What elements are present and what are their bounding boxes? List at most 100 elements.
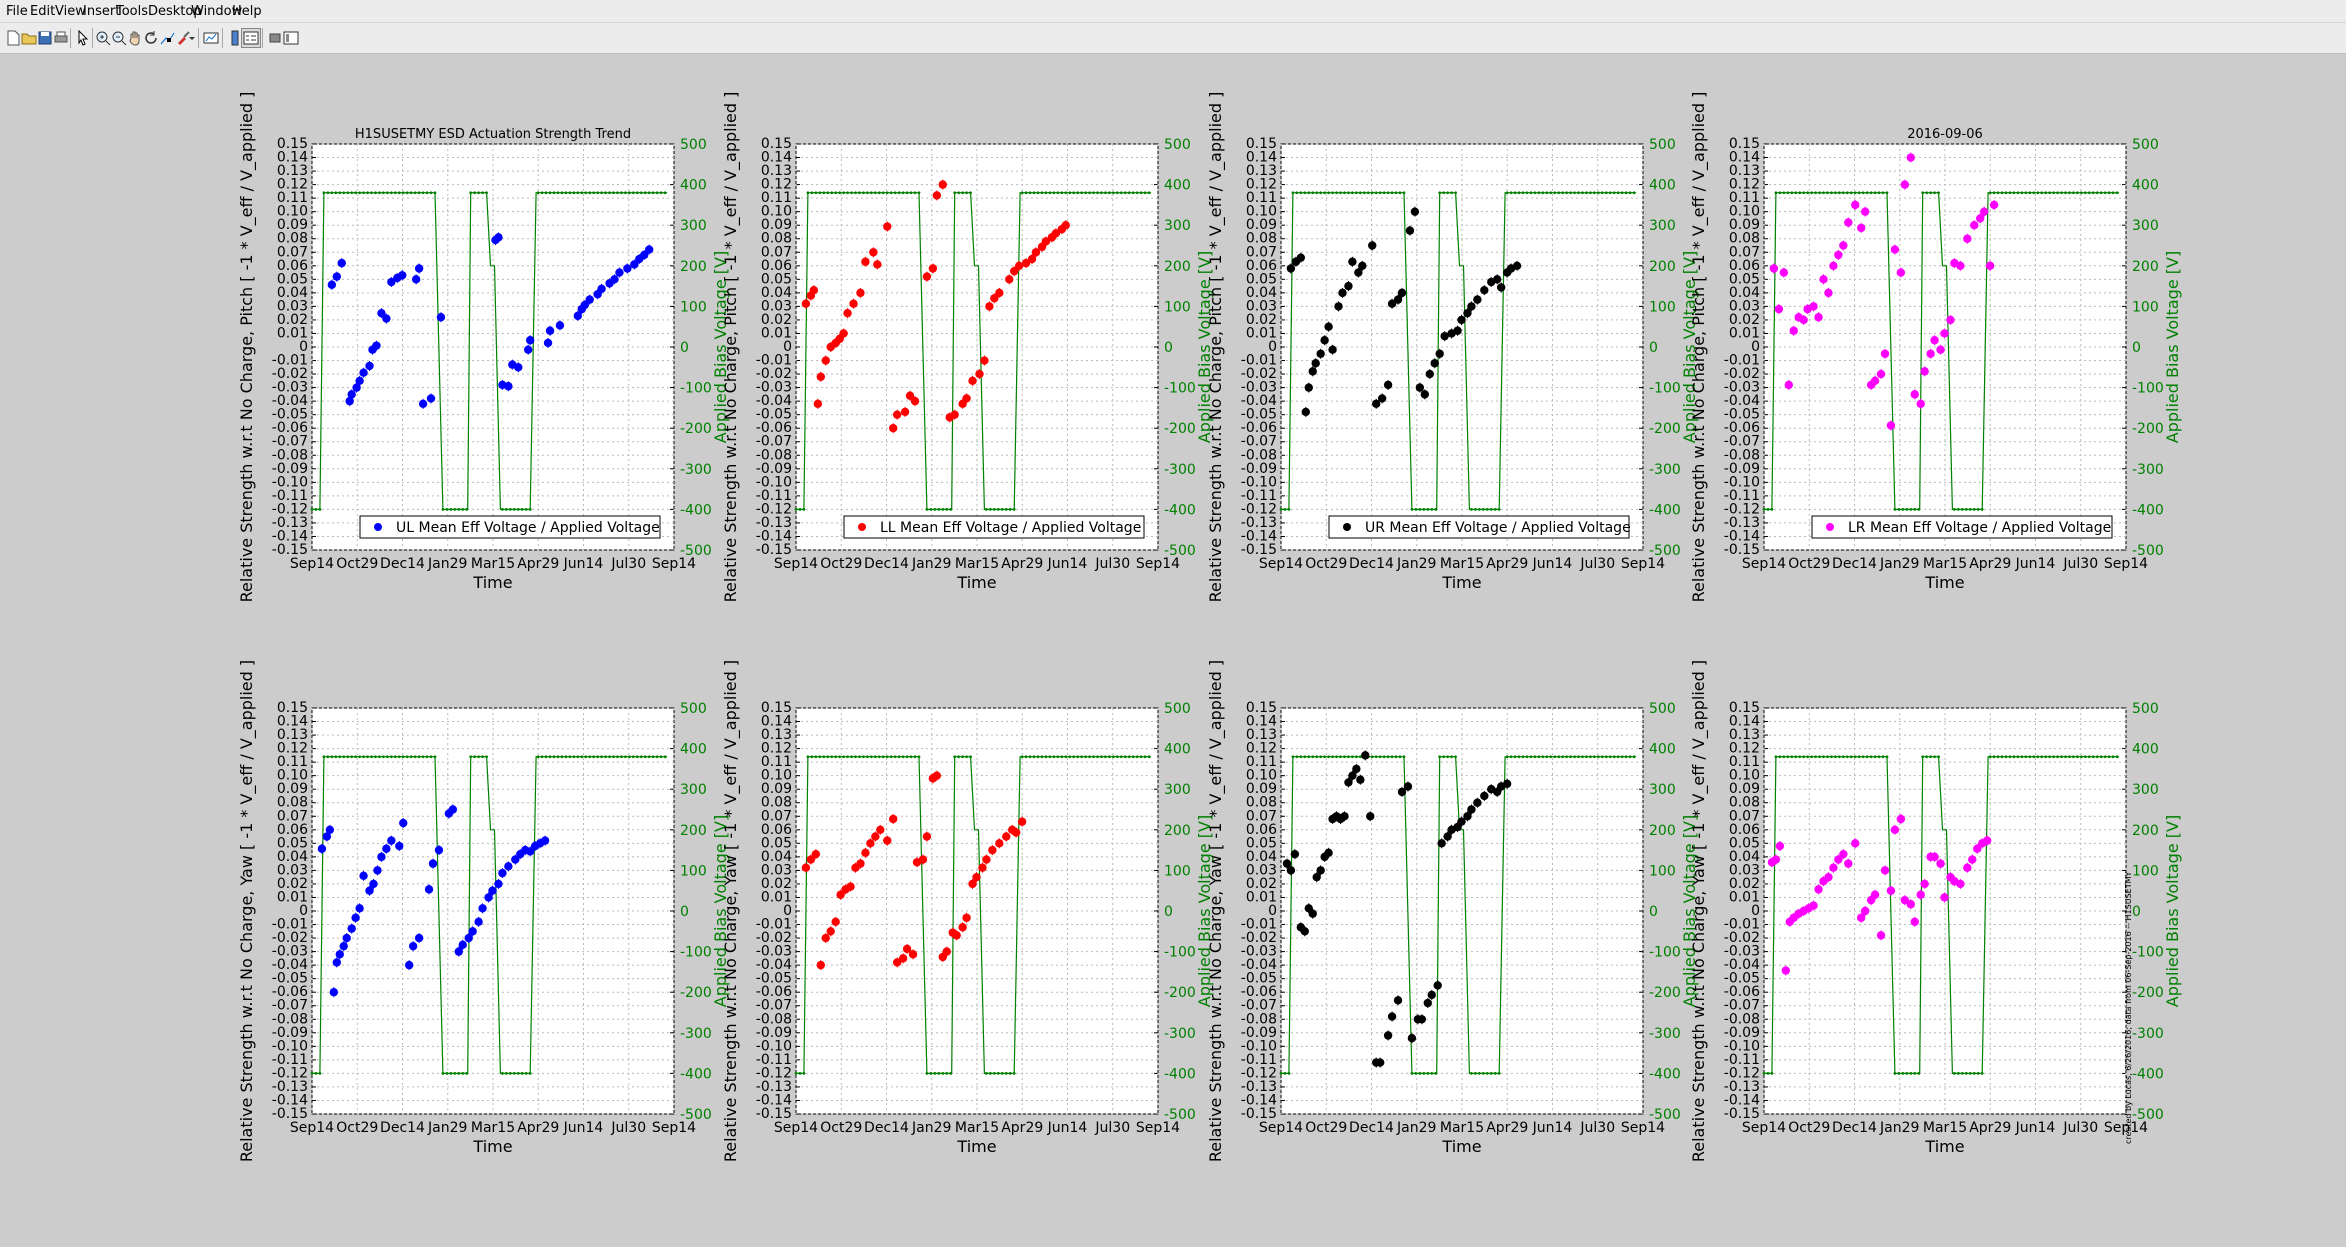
bias-voltage-point bbox=[354, 755, 358, 759]
bias-voltage-point bbox=[1814, 755, 1817, 759]
data-point bbox=[908, 950, 918, 959]
menu-help[interactable]: Help bbox=[232, 4, 262, 19]
y2-tick-label: 200 bbox=[1649, 259, 1676, 275]
data-point bbox=[1956, 879, 1965, 889]
bias-voltage-point bbox=[2076, 191, 2079, 195]
show-plot-tools-icon[interactable] bbox=[282, 29, 300, 47]
brush-dropdown-icon[interactable] bbox=[188, 29, 206, 47]
y-tick-label: 0.12 bbox=[1729, 177, 1760, 193]
bias-voltage-point bbox=[1104, 755, 1107, 759]
bias-voltage-point bbox=[382, 191, 385, 195]
data-point bbox=[995, 288, 1004, 298]
bias-voltage-point bbox=[1139, 191, 1143, 195]
bias-voltage-point bbox=[2115, 191, 2119, 195]
bias-voltage-point bbox=[1549, 191, 1553, 195]
menu-view[interactable]: View bbox=[55, 4, 86, 19]
data-point bbox=[426, 394, 436, 403]
bias-voltage-point bbox=[2091, 191, 2095, 195]
bias-voltage-point bbox=[1084, 755, 1087, 759]
data-point bbox=[806, 855, 816, 864]
colorbar-icon[interactable] bbox=[226, 29, 244, 47]
brush-icon[interactable] bbox=[174, 29, 192, 47]
data-point bbox=[414, 264, 424, 273]
bias-voltage-point bbox=[798, 508, 802, 511]
y-tick-label: -0.10 bbox=[1724, 474, 1760, 490]
bias-voltage-point bbox=[409, 191, 413, 195]
y-tick-label: 0.12 bbox=[277, 741, 308, 757]
bias-voltage-point bbox=[1497, 508, 1501, 511]
bias-voltage-point bbox=[1616, 755, 1620, 759]
data-point bbox=[1789, 326, 1798, 335]
rotate-icon[interactable] bbox=[142, 29, 160, 47]
pan-hand-icon[interactable] bbox=[126, 29, 144, 47]
bias-voltage-point bbox=[1774, 191, 1778, 195]
y-tick-label: -0.13 bbox=[1241, 515, 1277, 531]
bias-voltage-point bbox=[334, 755, 338, 759]
data-point bbox=[1906, 153, 1915, 162]
data-point bbox=[995, 839, 1004, 848]
new-file-icon[interactable] bbox=[4, 29, 22, 47]
menu-file[interactable]: File bbox=[6, 4, 28, 19]
bias-voltage-point bbox=[413, 191, 417, 195]
bias-voltage-point bbox=[949, 508, 953, 511]
bias-voltage-point bbox=[592, 755, 596, 759]
pointer-icon[interactable] bbox=[74, 29, 92, 47]
bias-voltage-point bbox=[1917, 1072, 1921, 1075]
data-point bbox=[1876, 369, 1886, 379]
data-point bbox=[1946, 315, 1955, 325]
y-tick-label: -0.09 bbox=[1724, 1025, 1760, 1041]
legend-icon[interactable] bbox=[241, 28, 261, 48]
y-tick-label: 0.03 bbox=[1729, 862, 1760, 878]
data-point bbox=[524, 345, 533, 354]
bias-voltage-point bbox=[1131, 191, 1135, 195]
menu-desktop[interactable]: Desktop bbox=[148, 4, 202, 19]
bias-voltage-point bbox=[957, 755, 961, 759]
y-tick-label: -0.14 bbox=[272, 1092, 308, 1108]
data-point bbox=[1956, 261, 1965, 270]
y-tick-label: -0.08 bbox=[756, 1011, 792, 1027]
data-point bbox=[1851, 200, 1860, 210]
hide-plot-tools-icon[interactable] bbox=[266, 29, 284, 47]
bias-voltage-point bbox=[1873, 191, 1877, 195]
bias-voltage-point bbox=[2000, 755, 2004, 759]
bias-voltage-point bbox=[2036, 191, 2040, 195]
bias-voltage-point bbox=[1108, 755, 1111, 759]
legend-marker bbox=[1343, 523, 1351, 531]
zoom-out-icon[interactable] bbox=[110, 29, 128, 47]
y-tick-label: 0.07 bbox=[1246, 808, 1277, 824]
bias-voltage-point bbox=[1857, 191, 1861, 195]
y-tick-label: -0.03 bbox=[756, 944, 792, 960]
y-tick-label: -0.13 bbox=[272, 515, 308, 531]
zoom-in-icon[interactable] bbox=[94, 29, 112, 47]
menu-window[interactable]: Window bbox=[191, 4, 243, 19]
bias-voltage-point bbox=[1600, 755, 1604, 759]
menu-tools[interactable]: Tools bbox=[116, 4, 149, 19]
menu-insert[interactable]: Insert bbox=[83, 4, 121, 19]
y-tick-label: -0.14 bbox=[1724, 1092, 1760, 1108]
y-tick-label: 0.03 bbox=[761, 298, 792, 314]
chart-panel-ul-yaw: -0.15-0.14-0.13-0.12-0.11-0.10-0.09-0.08… bbox=[237, 660, 730, 1162]
y2-tick-label: 200 bbox=[2132, 823, 2159, 839]
menu-edit[interactable]: Edit bbox=[30, 4, 56, 19]
data-cursor-icon[interactable] bbox=[158, 29, 176, 47]
bias-voltage-point bbox=[1557, 755, 1561, 759]
bias-voltage-point bbox=[1956, 508, 1960, 511]
data-point bbox=[1344, 281, 1353, 291]
y-tick-label: 0.05 bbox=[277, 271, 308, 287]
y-tick-label: -0.01 bbox=[756, 917, 792, 933]
x-tick-label: Oct29 bbox=[336, 1120, 378, 1136]
bias-voltage-point bbox=[854, 755, 857, 759]
save-icon[interactable] bbox=[36, 29, 54, 47]
link-plot-icon[interactable] bbox=[202, 29, 220, 47]
y-tick-label: -0.15 bbox=[756, 1106, 792, 1122]
bias-voltage-point bbox=[616, 191, 619, 195]
bias-voltage-point bbox=[810, 191, 814, 195]
y-tick-label: 0.04 bbox=[277, 285, 308, 301]
bias-voltage-point bbox=[2079, 755, 2083, 759]
bias-voltage-point bbox=[1426, 508, 1430, 511]
data-point bbox=[1502, 779, 1512, 788]
bias-voltage-point bbox=[1525, 191, 1529, 195]
open-folder-icon[interactable] bbox=[20, 29, 38, 47]
bias-voltage-point bbox=[858, 755, 861, 759]
print-icon[interactable] bbox=[52, 29, 70, 47]
